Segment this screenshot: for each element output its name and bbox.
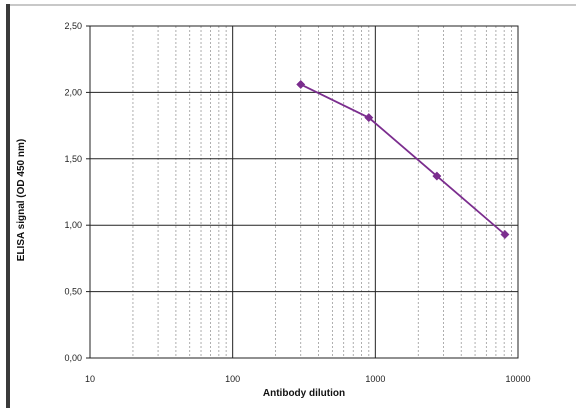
y-tick-label: 0,50 bbox=[64, 287, 82, 297]
data-point-marker bbox=[364, 113, 374, 123]
series-line bbox=[300, 83, 506, 236]
y-tick-label: 1,50 bbox=[64, 154, 82, 164]
minor-gridlines bbox=[132, 26, 512, 358]
y-tick-label: 0,00 bbox=[64, 353, 82, 363]
x-axis-label: Antibody dilution bbox=[262, 388, 346, 399]
y-tick-label: 2,00 bbox=[64, 87, 82, 97]
y-tick-label: 1,00 bbox=[64, 220, 82, 230]
major-gridlines bbox=[86, 25, 519, 359]
frame-left-border bbox=[6, 4, 10, 408]
y-tick-label: 2,50 bbox=[64, 21, 82, 31]
y-tick-labels: 0,00 0,50 1,00 1,50 2,00 2,50 bbox=[64, 21, 82, 363]
data-series bbox=[296, 79, 510, 240]
y-axis-label: ELISA signal (OD 450 nm) bbox=[16, 138, 27, 262]
x-tick-label: 100 bbox=[225, 374, 240, 384]
plot-area-border bbox=[89, 25, 519, 359]
x-tick-labels: 10 100 1000 10000 bbox=[85, 374, 531, 384]
x-tick-label: 10 bbox=[85, 374, 95, 384]
data-point-marker bbox=[432, 171, 442, 181]
data-point-marker bbox=[500, 229, 510, 240]
x-tick-label: 1000 bbox=[365, 374, 385, 384]
frame-top-border bbox=[6, 4, 576, 6]
x-tick-label: 10000 bbox=[505, 374, 530, 384]
data-point-marker bbox=[296, 79, 306, 89]
